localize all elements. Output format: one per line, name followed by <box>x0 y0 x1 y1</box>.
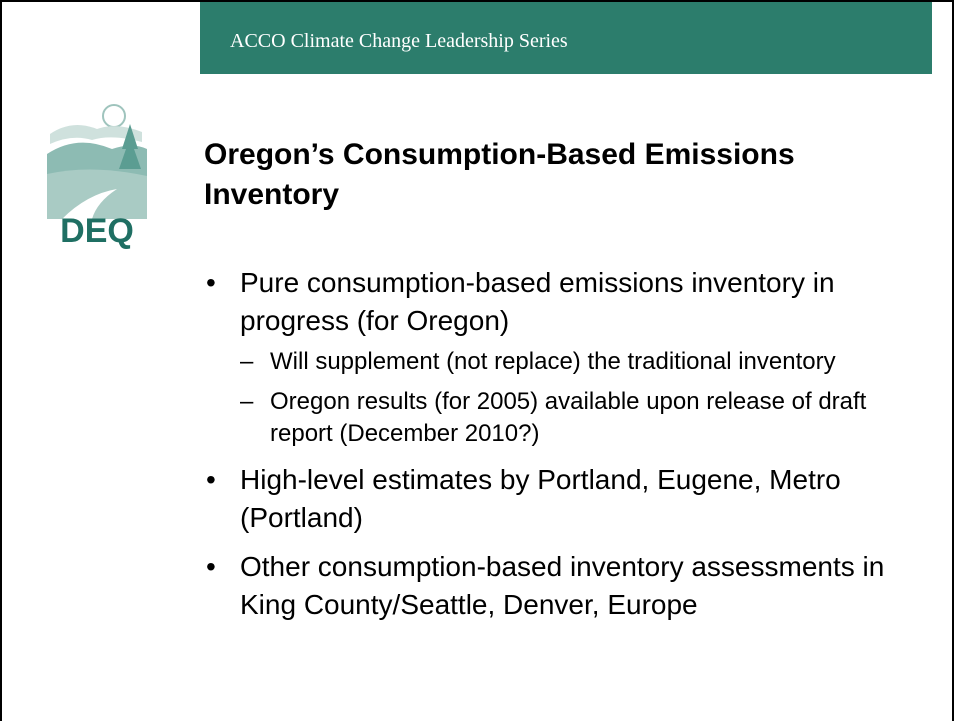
logo-cloud <box>50 125 142 144</box>
logo-river <box>62 189 117 219</box>
logo-tree <box>119 124 141 169</box>
bullet-list: Pure consumption-based emissions invento… <box>206 264 916 635</box>
bullet: Other consumption-based inventory assess… <box>206 548 916 624</box>
logo-sun <box>102 104 126 128</box>
slide-title: Oregon’s Consumption-Based Emissions Inv… <box>204 138 795 211</box>
logo-hills <box>47 142 147 179</box>
header-bar: ACCO Climate Change Leadership Series <box>200 2 932 74</box>
bullet-text: Pure consumption-based emissions invento… <box>240 267 835 336</box>
logo-valley <box>47 169 147 219</box>
sub-bullet-list: Will supplement (not replace) the tradit… <box>240 346 900 450</box>
sub-bullet: Will supplement (not replace) the tradit… <box>240 346 900 378</box>
bullet: High-level estimates by Portland, Eugene… <box>206 461 916 537</box>
bullet-text: High-level estimates by Portland, Eugene… <box>240 464 841 533</box>
bullet-text: Other consumption-based inventory assess… <box>240 551 885 620</box>
bullet: Pure consumption-based emissions invento… <box>206 264 916 450</box>
sub-bullet: Oregon results (for 2005) available upon… <box>240 386 900 450</box>
logo-text: DEQ <box>60 212 134 250</box>
header-title: ACCO Climate Change Leadership Series <box>230 30 568 52</box>
logo: DEQ <box>47 104 147 250</box>
